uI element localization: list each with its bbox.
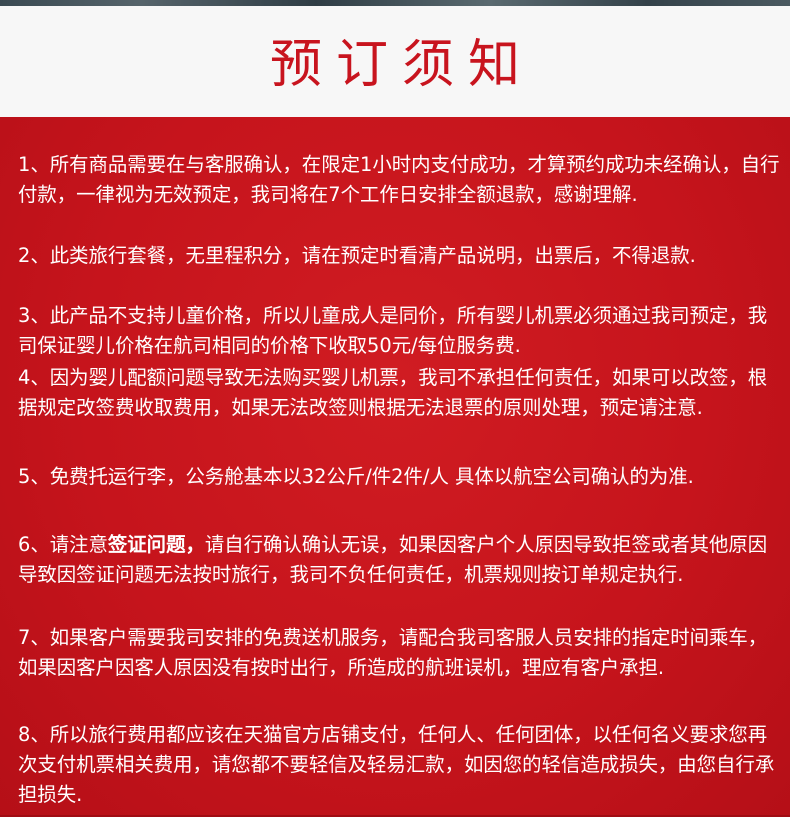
notice-6-emphasis: 签证问题， (107, 533, 205, 556)
notice-panel: 1、所有商品需要在与客服确认，在限定1小时内支付成功，才算预约成功未经确认，自行… (0, 117, 790, 817)
notice-item-7: 7、如果客户需要我司安排的免费送机服务，请配合我司客服人员安排的指定时间乘车，如… (18, 626, 768, 679)
notice-item-6: 6、请注意签证问题，请自行确认确认无误，如果因客户个人原因导致拒签或者其他原因导… (18, 530, 780, 590)
notice-item-4: 4、因为婴儿配额问题导致无法购买婴儿机票，我司不承担任何责任，如果可以改签，根据… (18, 366, 768, 419)
notice-item-8: 8、所以旅行费用都应该在天猫官方店铺支付，任何人、任何团体，以任何名义要求您再次… (18, 723, 775, 806)
notice-6-rest: 请自行确认确认无误，如果因客户个人原因导致拒签或者其他原因导致因签证问题无法按时… (18, 533, 768, 586)
top-banner-strip (0, 0, 790, 6)
bottom-divider (0, 815, 790, 817)
notice-item-3: 3、此产品不支持儿童价格，所以儿童成人是同价，所有婴儿机票必须通过我司预定，我司… (18, 304, 768, 357)
notice-item-1: 1、所有商品需要在与客服确认，在限定1小时内支付成功，才算预约成功未经确认，自行… (18, 153, 780, 206)
notice-6-prefix: 6、请注意 (18, 533, 108, 556)
page-title: 预订须知 (269, 34, 534, 95)
notice-item-2: 2、此类旅行套餐，无里程积分，请在预定时看清产品说明，出票后，不得退款. (18, 244, 696, 267)
notice-item-5: 5、免费托运行李，公务舱基本以32公斤/件2件/人 具体以航空公司确认的为准. (18, 465, 694, 488)
header-bar: 预订须知 (0, 6, 790, 117)
